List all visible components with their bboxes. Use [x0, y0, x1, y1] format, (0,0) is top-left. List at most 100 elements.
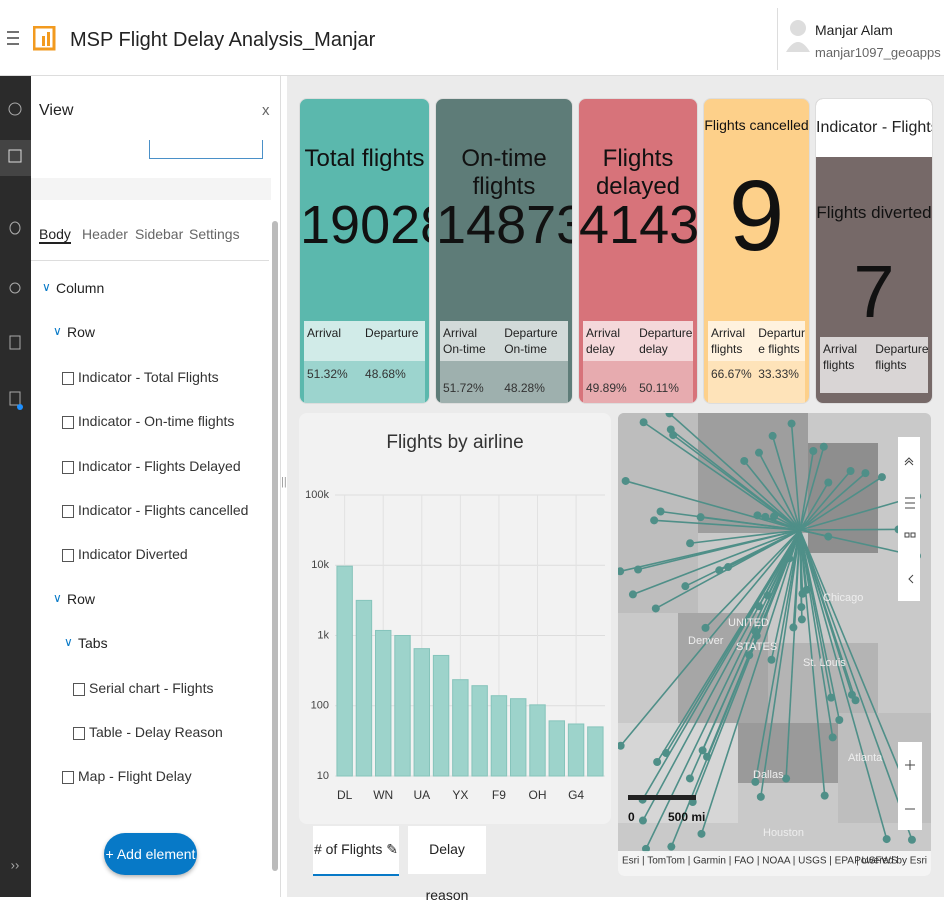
input-box[interactable]: [149, 140, 263, 159]
route: [758, 452, 801, 531]
tree-item[interactable]: Indicator - Total Flights: [78, 368, 219, 385]
airport: [789, 623, 798, 632]
route: [700, 529, 801, 835]
airport: [621, 476, 630, 485]
x-tick-label: G4: [568, 788, 584, 802]
route: [771, 435, 801, 531]
indicator-card: Total flights 19028 Arrival Departure 51.32%…: [299, 98, 430, 404]
tree-item[interactable]: Map - Flight Delay: [78, 768, 192, 785]
chart-tab[interactable]: # of Flights ✎: [313, 826, 399, 876]
scrollbar[interactable]: [272, 221, 278, 871]
tree-item[interactable]: Row: [67, 590, 96, 607]
tree-item[interactable]: Row: [67, 324, 96, 341]
map-tools[interactable]: [898, 437, 920, 601]
airport: [653, 758, 662, 767]
tree-item[interactable]: Serial chart - Flights: [89, 679, 214, 696]
airport: [819, 442, 828, 451]
resize-handle[interactable]: ||: [281, 476, 287, 488]
airport: [638, 816, 647, 825]
card-footer: Arrival On-time Departure On-time: [440, 321, 568, 361]
route: [684, 529, 801, 587]
chart-tab[interactable]: Delay reason: [408, 826, 486, 903]
percent-label: 33.33%: [758, 367, 799, 381]
bar: [336, 565, 353, 777]
chevron: ∨: [53, 590, 62, 605]
bar: [355, 599, 373, 777]
airport: [656, 507, 665, 516]
menu-icon[interactable]: [6, 30, 20, 46]
airport: [756, 792, 765, 801]
close-button[interactable]: x: [262, 102, 270, 119]
map-panel: Denver UNITED STATES St. Louis Chicago Dallas…: [618, 413, 931, 876]
user-box[interactable]: Manjar Alam manjar1097_geoapps: [777, 8, 944, 70]
bar: [548, 720, 565, 777]
tree-item[interactable]: Tabs: [78, 635, 108, 652]
panel-tab[interactable]: Sidebar: [135, 226, 184, 242]
airport: [835, 715, 844, 724]
item-icon: [62, 549, 74, 563]
map-label: St. Louis: [803, 657, 846, 669]
route: [799, 472, 866, 531]
card-value: 14873: [436, 195, 573, 255]
airport: [696, 513, 705, 522]
footer-label: Arrival delay: [586, 326, 621, 356]
airport: [665, 413, 674, 418]
percent-label: 50.11%: [639, 381, 679, 395]
card-percent: 51.72% 48.28%: [440, 361, 568, 403]
airport: [820, 791, 829, 800]
tree-item[interactable]: Indicator - On-time flights: [78, 413, 235, 430]
indicator-card: Indicator - Flights ... Flights diverted 7…: [815, 98, 933, 404]
route: [691, 529, 801, 803]
footer-label: Arrival flights: [823, 342, 858, 372]
footer-label: Departure On-time: [504, 326, 558, 356]
svg-text:››: ››: [11, 857, 20, 872]
route: [790, 423, 801, 531]
route: [799, 529, 826, 796]
airport: [697, 829, 706, 838]
card-footer: Arrival Departure: [304, 321, 425, 361]
route: [654, 519, 801, 531]
tree-item[interactable]: Indicator - Flights Delayed: [78, 457, 241, 474]
tree-item[interactable]: Table - Delay Reason: [89, 724, 223, 740]
avatar: [786, 20, 810, 52]
route: [620, 529, 801, 747]
chevron: ∨: [53, 324, 62, 339]
route: [656, 529, 801, 763]
airport: [782, 774, 791, 783]
zoom-controls[interactable]: [898, 742, 922, 830]
item-icon: [73, 682, 85, 696]
footer-label: Arrival flights: [711, 326, 746, 356]
route: [689, 529, 801, 545]
panel-tabs: Body Header Sidebar Settings: [31, 216, 269, 261]
y-tick-label: 100: [311, 700, 329, 712]
panel-tab[interactable]: Body: [39, 226, 71, 244]
item-icon: [73, 727, 85, 740]
tree-item[interactable]: Indicator Diverted: [78, 546, 188, 563]
indicator-card: On-time flights 14873 Arrival On-time Depar…: [435, 98, 573, 404]
y-tick-label: 10k: [311, 559, 329, 571]
panel-tab[interactable]: Settings: [189, 226, 240, 242]
map-label: Dallas: [753, 769, 784, 781]
route: [670, 428, 801, 531]
layer-tree: ∨ Column ∨ Row Indicator - Total Flights Indi…: [31, 276, 269, 806]
panel-tab[interactable]: Header: [82, 226, 128, 242]
page: MSP Flight Delay Analysis_Manjar Manjar …: [0, 8, 944, 903]
bar: [413, 648, 430, 777]
app-icon: [33, 26, 56, 51]
card-title: Flights diverted: [816, 203, 932, 222]
panel-title: View: [39, 102, 74, 119]
route: [799, 446, 825, 531]
bar: [510, 698, 527, 777]
item-icon: [62, 416, 74, 430]
route: [799, 529, 909, 792]
powered-by: Powered by Esri: [854, 856, 927, 867]
add-element-button[interactable]: + Add element: [104, 833, 197, 875]
airport: [651, 604, 660, 613]
tree-item[interactable]: Indicator - Flights cancelled: [78, 502, 249, 518]
scale-label: 0: [628, 810, 635, 824]
tree-item[interactable]: Column: [56, 280, 105, 296]
route: [799, 529, 841, 721]
route: [760, 529, 801, 797]
bar: [567, 723, 585, 777]
bar: [490, 695, 508, 777]
